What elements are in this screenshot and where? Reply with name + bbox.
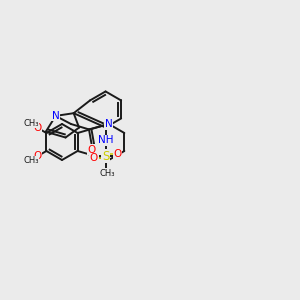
Text: N: N xyxy=(105,119,112,129)
Text: O: O xyxy=(34,151,42,161)
Text: CH₃: CH₃ xyxy=(100,169,115,178)
Text: NH: NH xyxy=(98,135,113,145)
Text: N: N xyxy=(52,111,59,121)
Text: O: O xyxy=(34,123,42,133)
Text: S: S xyxy=(102,150,109,163)
Text: O: O xyxy=(88,145,96,155)
Text: CH₃: CH₃ xyxy=(23,119,39,128)
Text: O: O xyxy=(113,149,122,159)
Text: O: O xyxy=(90,153,98,163)
Text: CH₃: CH₃ xyxy=(23,156,39,165)
